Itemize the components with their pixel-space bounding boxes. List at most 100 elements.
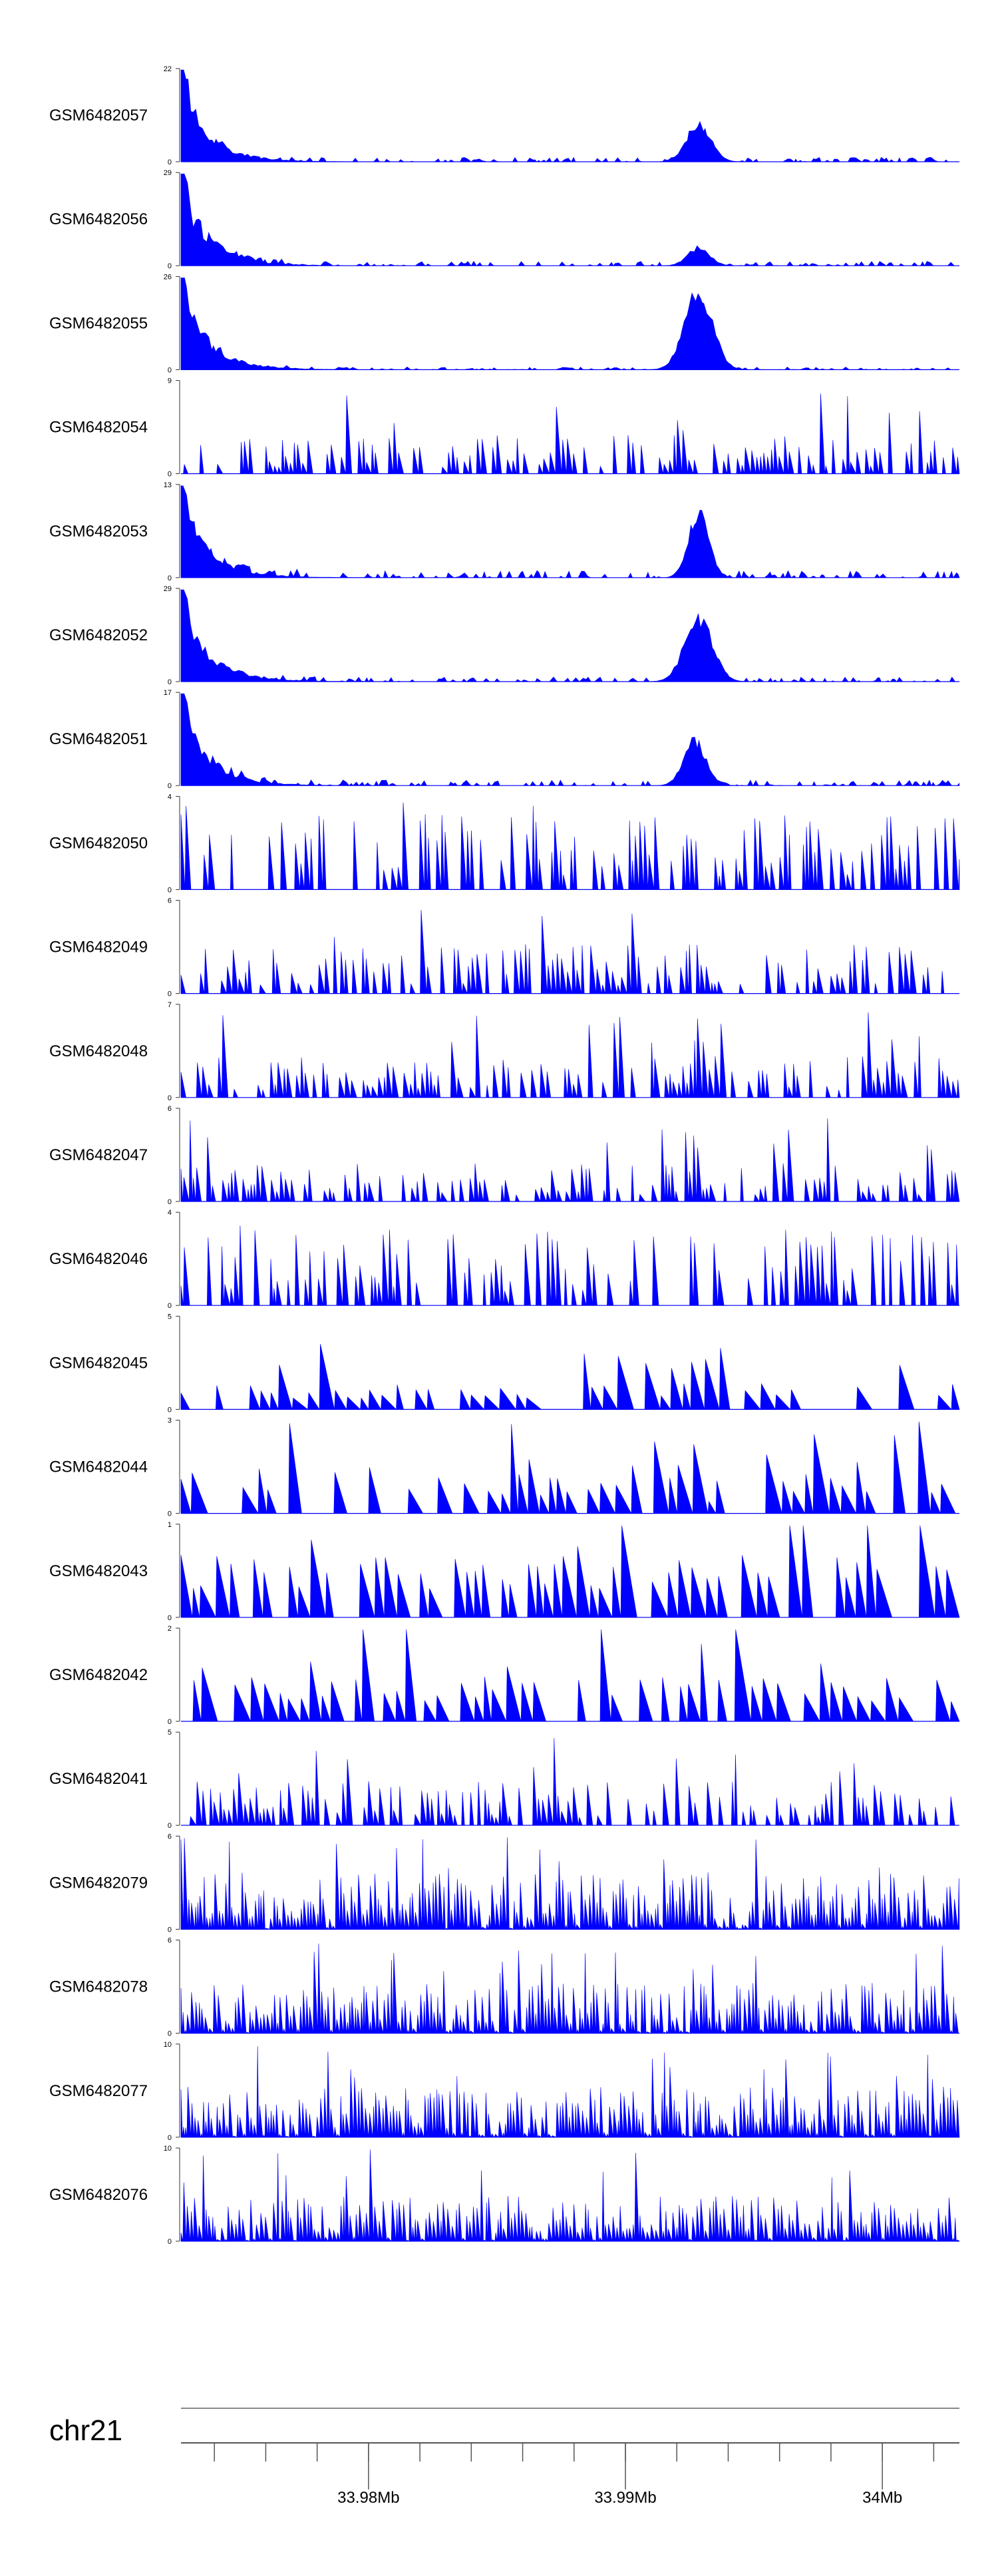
y-tick-label-min: 0 <box>168 1094 172 1102</box>
y-tick-label-min: 0 <box>168 366 172 374</box>
y-tick-label-min: 0 <box>168 886 172 894</box>
x-tick-label: 34Mb <box>862 2489 902 2507</box>
track-label: GSM6482048 <box>49 1042 148 1060</box>
track-GSM6482041: GSM6482041 5 0 <box>49 1729 959 1830</box>
y-tick-label-min: 0 <box>168 1406 172 1414</box>
y-tick-label-min: 0 <box>168 2134 172 2142</box>
track-label: GSM6482056 <box>49 210 148 228</box>
signal-area <box>180 2149 961 2243</box>
track-label: GSM6482055 <box>49 314 148 332</box>
track-label: GSM6482047 <box>49 1146 148 1164</box>
signal-area <box>181 1629 960 1723</box>
y-tick-label-max: 1 <box>168 1521 172 1529</box>
signal-area <box>180 1344 960 1410</box>
track-GSM6482043: GSM6482043 1 0 <box>49 1521 960 1622</box>
track-GSM6482078: GSM6482078 6 0 <box>49 1937 959 2038</box>
track-GSM6482044: GSM6482044 3 0 <box>49 1417 959 1518</box>
y-tick-label-max: 17 <box>164 689 172 697</box>
track-label: GSM6482042 <box>49 1666 148 1684</box>
signal-area <box>180 910 959 994</box>
track-label: GSM6482054 <box>49 419 148 437</box>
y-tick-label-min: 0 <box>168 471 172 479</box>
y-tick-label-min: 0 <box>168 158 172 166</box>
track-GSM6482076: GSM6482076 10 0 <box>49 2145 961 2246</box>
signal-area <box>180 173 959 266</box>
y-tick-label-max: 13 <box>164 481 172 489</box>
y-tick-label-min: 0 <box>168 1510 172 1518</box>
y-tick-label-min: 0 <box>168 262 172 270</box>
track-GSM6482055: GSM6482055 26 0 <box>49 273 959 374</box>
track-GSM6482045: GSM6482045 5 0 <box>49 1313 960 1414</box>
track-GSM6482052: GSM6482052 29 0 <box>49 585 959 686</box>
track-label: GSM6482044 <box>49 1458 148 1476</box>
x-tick-label: 33.98Mb <box>337 2489 399 2507</box>
track-GSM6482042: GSM6482042 2 0 <box>49 1625 960 1726</box>
track-label: GSM6482043 <box>49 1562 148 1580</box>
signal-area <box>180 278 959 370</box>
track-GSM6482047: GSM6482047 6 0 <box>49 1105 960 1206</box>
y-tick-label-max: 3 <box>168 1417 172 1425</box>
signal-area <box>181 1738 959 1826</box>
y-tick-label-min: 0 <box>168 1926 172 1934</box>
track-GSM6482049: GSM6482049 6 0 <box>49 897 959 998</box>
track-label: GSM6482046 <box>49 1250 148 1268</box>
track-label: GSM6482051 <box>49 730 148 748</box>
track-GSM6482056: GSM6482056 29 0 <box>49 169 959 270</box>
track-GSM6482053: GSM6482053 13 0 <box>49 481 960 582</box>
track-label: GSM6482057 <box>49 107 148 124</box>
track-label: GSM6482079 <box>49 1874 148 1892</box>
y-tick-label-min: 0 <box>168 990 172 998</box>
y-tick-label-max: 29 <box>164 169 172 177</box>
y-tick-label-max: 10 <box>164 2041 172 2049</box>
x-tick-label: 33.99Mb <box>594 2489 656 2507</box>
track-label: GSM6482049 <box>49 939 148 957</box>
signal-area <box>180 1525 960 1618</box>
signal-area <box>180 1118 960 1203</box>
signal-area <box>180 1943 959 2034</box>
y-tick-label-min: 0 <box>168 1302 172 1310</box>
signal-area <box>180 589 959 682</box>
track-GSM6482048: GSM6482048 7 0 <box>49 1001 960 1102</box>
y-tick-label-max: 26 <box>164 273 172 281</box>
y-tick-label-min: 0 <box>168 574 172 582</box>
y-tick-label-max: 6 <box>168 1937 172 1945</box>
track-label: GSM6482078 <box>49 1978 148 1996</box>
track-GSM6482054: GSM6482054 9 0 <box>49 377 960 479</box>
y-tick-label-min: 0 <box>168 1198 172 1206</box>
track-label: GSM6482045 <box>49 1354 148 1372</box>
signal-area <box>180 802 960 890</box>
y-tick-label-max: 4 <box>168 1209 172 1217</box>
signal-area <box>180 2046 960 2138</box>
track-label: GSM6482041 <box>49 1770 148 1788</box>
y-tick-label-max: 7 <box>168 1001 172 1009</box>
y-tick-label-min: 0 <box>168 1614 172 1622</box>
y-tick-label-min: 0 <box>168 678 172 686</box>
y-tick-label-max: 4 <box>168 793 172 801</box>
y-tick-label-max: 9 <box>168 377 172 385</box>
signal-area <box>180 1225 959 1306</box>
y-tick-label-max: 2 <box>168 1625 172 1633</box>
y-tick-label-min: 0 <box>168 1718 172 1726</box>
track-GSM6482057: GSM6482057 22 0 <box>49 65 959 166</box>
y-tick-label-max: 6 <box>168 1832 172 1840</box>
y-tick-label-min: 0 <box>168 782 172 790</box>
track-label: GSM6482053 <box>49 523 148 540</box>
track-label: GSM6482052 <box>49 626 148 644</box>
y-tick-label-max: 6 <box>168 1105 172 1113</box>
y-tick-label-max: 29 <box>164 585 172 593</box>
y-tick-label-min: 0 <box>168 2030 172 2038</box>
y-tick-label-max: 6 <box>168 897 172 905</box>
y-tick-label-max: 5 <box>168 1313 172 1321</box>
signal-area <box>180 1012 960 1098</box>
track-GSM6482050: GSM6482050 4 0 <box>49 793 960 894</box>
signal-area <box>180 693 960 786</box>
y-tick-label-max: 10 <box>164 2145 172 2153</box>
signal-area <box>180 69 959 162</box>
signal-area <box>181 393 960 475</box>
signal-area <box>180 1837 960 1930</box>
y-tick-label-min: 0 <box>168 1822 172 1830</box>
chromosome-label: chr21 <box>49 2414 122 2447</box>
signal-area <box>180 1421 959 1514</box>
tracks-layer: GSM6482057220GSM6482056290GSM6482055260G… <box>49 65 961 2246</box>
